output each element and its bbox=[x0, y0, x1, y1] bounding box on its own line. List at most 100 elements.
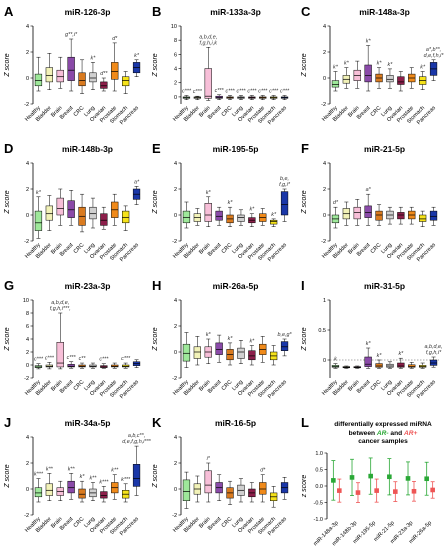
box-healthy bbox=[182, 201, 191, 229]
box-iqr bbox=[67, 364, 75, 368]
x-category-label: CRC bbox=[221, 242, 234, 255]
significance-label: k** bbox=[46, 466, 54, 472]
box-ovarian bbox=[397, 71, 405, 92]
significance-label: f,g,h,i,k bbox=[200, 40, 218, 46]
y-tick-label: -1.0 bbox=[314, 517, 323, 523]
box-ovarian bbox=[397, 206, 405, 225]
y-tick-label: 6 bbox=[174, 52, 177, 58]
panel-title: miR-126-3p bbox=[65, 7, 111, 17]
panel-title: miR-23a-3p bbox=[65, 281, 111, 291]
y-tick-label: 0.0 bbox=[315, 484, 323, 490]
y-tick-label: -2 bbox=[172, 239, 177, 245]
box-stomach bbox=[419, 71, 427, 90]
significance-label: k* bbox=[271, 212, 277, 218]
box-lung bbox=[237, 340, 245, 364]
box-ovarian bbox=[248, 213, 256, 227]
box-iqr bbox=[331, 80, 340, 88]
significance-label: c*** bbox=[45, 355, 55, 361]
box-prostate bbox=[111, 474, 119, 500]
y-tick-label: 0.5 bbox=[315, 468, 323, 474]
box-iqr bbox=[215, 342, 223, 355]
significance-label: c*** bbox=[99, 357, 109, 363]
significance-label: a,b,d,e, bbox=[199, 34, 217, 40]
box-iqr bbox=[193, 346, 201, 359]
box-bladder bbox=[193, 208, 201, 226]
x-category-label: CRC bbox=[221, 379, 234, 392]
box-breast bbox=[215, 334, 223, 363]
y-tick-label: -0.5 bbox=[314, 501, 323, 507]
y-tick-label: 4 bbox=[26, 337, 29, 343]
point-marker bbox=[387, 474, 392, 480]
panel-title: miR-133a-3p bbox=[210, 7, 261, 17]
box-iqr bbox=[237, 214, 245, 222]
box-iqr bbox=[34, 487, 43, 498]
box-iqr bbox=[397, 76, 405, 85]
significance-label: k* bbox=[249, 207, 255, 213]
significance-label: c*** bbox=[215, 88, 225, 94]
box-pancreas bbox=[429, 59, 438, 81]
panel-letter: D bbox=[4, 141, 13, 156]
box-lung bbox=[89, 197, 97, 229]
box-iqr bbox=[353, 206, 361, 220]
box-pancreas bbox=[132, 59, 141, 77]
y-tick-label: 0 bbox=[26, 487, 29, 493]
box-brain bbox=[353, 199, 361, 226]
box-healthy bbox=[331, 363, 340, 369]
point-marker bbox=[393, 489, 398, 494]
box-iqr bbox=[375, 210, 383, 221]
point-marker bbox=[374, 488, 379, 493]
significance-label: c*** bbox=[236, 88, 246, 94]
box-prostate bbox=[111, 42, 119, 92]
y-axis-label: Z score bbox=[4, 464, 11, 488]
significance-label: f,g,h,i* bbox=[426, 350, 442, 356]
point-ar-plus bbox=[430, 481, 435, 499]
y-tick-label: 2 bbox=[26, 461, 29, 467]
box-iqr bbox=[215, 95, 223, 99]
box-brain bbox=[204, 47, 212, 101]
significance-label: d,e,f,g,h,i*** bbox=[122, 439, 151, 445]
box-lung bbox=[89, 362, 97, 369]
box-iqr bbox=[45, 67, 53, 83]
significance-label: d** bbox=[100, 71, 108, 77]
significance-label: k* bbox=[420, 65, 426, 71]
box-iqr bbox=[56, 342, 64, 368]
significance-label: k* bbox=[206, 332, 212, 338]
box-pancreas bbox=[280, 95, 289, 100]
y-tick-label: 0 bbox=[26, 213, 29, 219]
box-stomach bbox=[122, 483, 130, 503]
significance-label: k* bbox=[333, 65, 339, 71]
box-iqr bbox=[56, 197, 64, 216]
y-tick-label: 0.5 bbox=[318, 328, 326, 334]
panel-title: miR-148a-3p bbox=[359, 7, 410, 17]
box-iqr bbox=[215, 210, 223, 221]
x-category-label: CRC bbox=[221, 105, 234, 118]
significance-label: k* bbox=[398, 351, 404, 357]
y-tick-label: 2 bbox=[174, 81, 177, 87]
box-pancreas bbox=[280, 338, 289, 357]
y-tick-label: 10 bbox=[23, 298, 29, 304]
box-ovarian bbox=[100, 363, 108, 369]
box-ovarian bbox=[100, 206, 108, 230]
box-breast bbox=[364, 45, 372, 92]
box-iqr bbox=[67, 56, 75, 81]
y-tick-label: 8 bbox=[174, 38, 177, 44]
x-category-label: CRC bbox=[73, 242, 86, 255]
box-ovarian bbox=[248, 482, 256, 503]
box-bladder bbox=[45, 53, 53, 90]
significance-label: a* bbox=[134, 179, 140, 185]
box-stomach bbox=[270, 345, 278, 366]
significance-label: a* bbox=[366, 187, 372, 193]
box-stomach bbox=[122, 71, 130, 94]
significance-label: k*** bbox=[121, 477, 131, 483]
box-iqr bbox=[45, 205, 53, 221]
box-iqr bbox=[259, 482, 267, 495]
y-axis-label: Z score bbox=[301, 190, 308, 214]
y-tick-label: 4 bbox=[174, 298, 177, 304]
box-breast bbox=[67, 473, 75, 500]
point-marker bbox=[424, 476, 429, 482]
point-ar-plus bbox=[374, 478, 379, 503]
significance-label: k* bbox=[344, 61, 350, 67]
box-brain bbox=[353, 60, 361, 89]
